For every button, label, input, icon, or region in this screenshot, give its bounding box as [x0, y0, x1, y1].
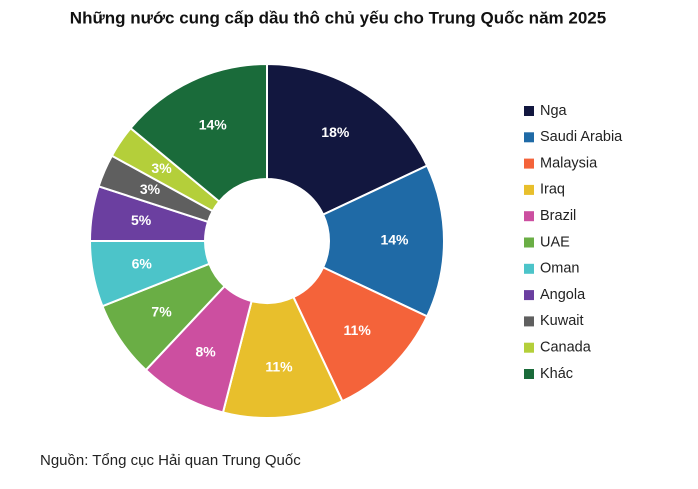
donut-slice: [221, 295, 344, 419]
data-label: 18%: [321, 124, 350, 140]
data-label: 8%: [195, 343, 216, 359]
donut-slice: [266, 62, 429, 216]
source: Nguồn: Tổng cục Hải quan Trung Quốc: [40, 452, 301, 469]
donut-slice: [129, 62, 268, 203]
legend-label: Saudi Arabia: [540, 129, 623, 145]
legend-label: Kuwait: [540, 313, 584, 329]
legend-label: UAE: [540, 234, 570, 250]
legend-label: Canada: [540, 340, 592, 356]
legend-swatch: [524, 369, 534, 379]
legend-swatch: [524, 316, 534, 327]
legend-label: Nga: [540, 103, 568, 119]
legend-label: Iraq: [540, 182, 565, 198]
data-label: 11%: [344, 322, 372, 338]
legend-swatch: [524, 184, 534, 195]
data-label: 5%: [131, 212, 152, 228]
data-label: 3%: [151, 160, 172, 176]
legend-label: Malaysia: [540, 155, 598, 171]
legend-swatch: [524, 263, 534, 274]
chart-title: Những nước cung cấp dầu thô chủ yếu cho …: [70, 8, 606, 27]
data-label: 7%: [151, 303, 172, 319]
legend-swatch: [524, 237, 534, 248]
data-label: 14%: [199, 116, 228, 132]
legend-label: Oman: [540, 261, 580, 277]
data-label: 6%: [132, 256, 153, 272]
data-label: 14%: [380, 232, 409, 248]
legend-swatch: [524, 211, 534, 222]
legend-swatch: [524, 290, 534, 301]
legend-swatch: [524, 132, 534, 143]
donut-slice: [321, 164, 445, 318]
legend-label: Khác: [540, 366, 573, 382]
data-label: 3%: [140, 181, 161, 197]
legend-swatch: [524, 342, 534, 353]
legend-swatch: [524, 106, 534, 116]
data-label: 11%: [265, 359, 293, 375]
legend-swatch: [524, 158, 534, 169]
legend-label: Brazil: [540, 208, 576, 224]
legend-label: Angola: [540, 287, 586, 303]
